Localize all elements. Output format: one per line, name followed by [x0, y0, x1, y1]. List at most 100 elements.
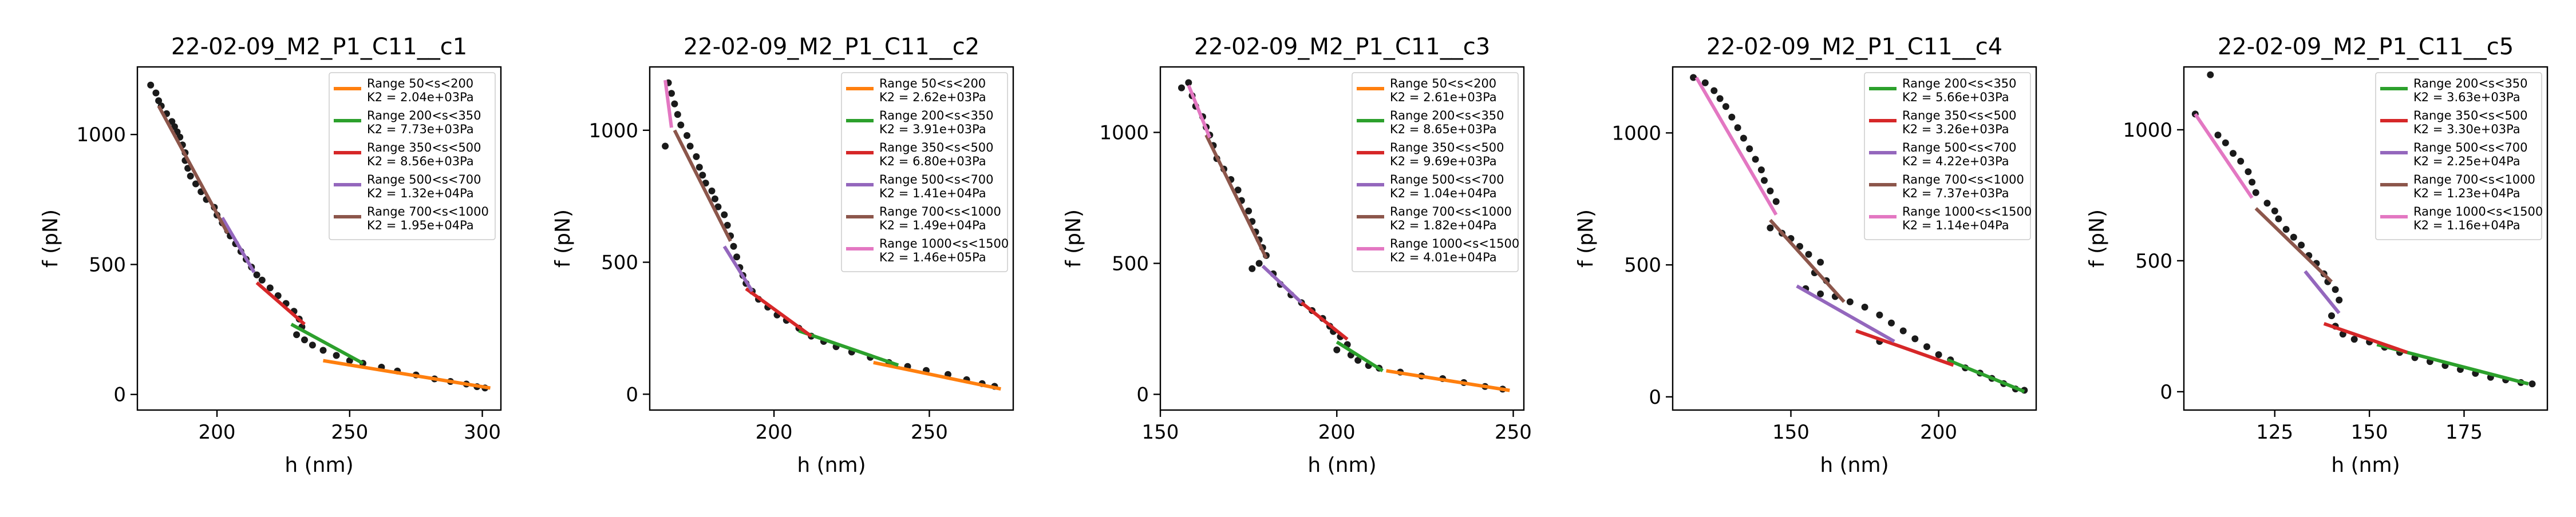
data-point — [714, 203, 722, 210]
x-axis: 150 200 250 — [1142, 410, 1532, 444]
legend-k2: K2 = 1.14e+04Pa — [1902, 218, 2009, 232]
y-tick-label: 500 — [2135, 250, 2172, 273]
data-point — [1876, 311, 1883, 319]
fit-line — [1336, 340, 1384, 372]
y-axis: 0 500 1000 — [76, 124, 137, 407]
legend-box — [329, 72, 496, 240]
fit-line — [1386, 369, 1510, 392]
legend-label: Range 50<s<200 — [879, 77, 986, 90]
legend-label: Range 350<s<500 — [1390, 141, 1504, 154]
data-point — [192, 180, 199, 188]
legend-k2: K2 = 2.62e+03Pa — [879, 90, 986, 104]
data-point — [662, 142, 669, 150]
data-point — [1734, 124, 1741, 132]
axes-frame — [2183, 66, 2549, 411]
x-tick-label: 250 — [911, 421, 948, 444]
legend-label: Range 200<s<350 — [879, 109, 994, 122]
data-point — [155, 97, 163, 105]
fit-line — [1204, 134, 1268, 259]
fit-lines — [157, 105, 491, 390]
data-point — [1796, 242, 1803, 250]
y-tick-label: 1000 — [1099, 122, 1149, 145]
legend-label: Range 350<s<500 — [1902, 109, 2017, 122]
x-tick-label: 200 — [199, 421, 236, 444]
data-point — [2350, 336, 2358, 343]
y-tick-label: 1000 — [1611, 122, 1661, 145]
data-point — [712, 195, 718, 202]
data-point — [1728, 113, 1736, 121]
chart-title: 22-02-09_M2_P1_C11__c2 — [683, 34, 979, 60]
fit-line — [157, 105, 230, 234]
y-tick-label: 0 — [1136, 384, 1149, 407]
y-tick-label: 500 — [1112, 253, 1149, 276]
fit-line — [1187, 84, 1212, 138]
data-point — [2252, 189, 2259, 196]
data-point — [2328, 312, 2335, 320]
legend-box — [1352, 72, 1519, 272]
data-point — [2237, 157, 2245, 165]
data-point — [1354, 357, 1362, 364]
legend-k2: K2 = 3.91e+03Pa — [879, 122, 986, 136]
data-point — [2207, 71, 2214, 78]
legend-label: Range 700<s<1000 — [2413, 173, 2535, 186]
fit-line — [1796, 284, 1895, 343]
data-point — [1690, 74, 1697, 81]
x-axis-label: h (nm) — [2331, 454, 2400, 477]
fit-line — [1694, 76, 1778, 216]
fit-lines — [663, 79, 1001, 391]
legend-label: Range 200<s<350 — [367, 109, 481, 122]
legend-label: Range 1000<s<1500 — [2413, 205, 2543, 218]
axes-frame — [649, 66, 1014, 411]
legend-label: Range 500<s<700 — [879, 173, 994, 186]
legend-label: Range 1000<s<1500 — [1390, 237, 1519, 250]
data-point — [301, 336, 308, 344]
data-point — [724, 221, 731, 229]
data-point — [274, 292, 282, 299]
fit-line — [1300, 301, 1349, 341]
legend-k2: K2 = 9.69e+03Pa — [1390, 154, 1497, 168]
chart-title: 22-02-09_M2_P1_C11__c3 — [1194, 34, 1490, 60]
data-point — [1249, 265, 1256, 272]
legend-k2: K2 = 1.49e+04Pa — [879, 218, 986, 232]
data-point — [2528, 380, 2536, 388]
chart-title: 22-02-09_M2_P1_C11__c5 — [2218, 34, 2514, 60]
y-tick-label: 0 — [2160, 381, 2172, 404]
data-point — [1255, 260, 1263, 267]
y-axis: 0 500 1000 — [1611, 122, 1673, 409]
data-point — [1772, 198, 1780, 205]
legend-k2: K2 = 7.73e+03Pa — [367, 122, 474, 136]
legend-k2: K2 = 1.32e+04Pa — [367, 186, 474, 200]
axes-frame — [1159, 66, 1525, 411]
legend-k2: K2 = 2.25e+04Pa — [2413, 154, 2520, 168]
data-point — [2275, 215, 2282, 222]
data-point — [2290, 233, 2297, 241]
legend-box — [1864, 72, 2031, 240]
data-point — [2214, 132, 2222, 139]
y-tick-label: 1000 — [588, 120, 638, 142]
x-tick-label: 150 — [1772, 421, 1809, 444]
x-tick-label: 250 — [1495, 421, 1532, 444]
y-tick-label: 500 — [89, 253, 126, 276]
data-point — [674, 111, 681, 118]
data-point — [1761, 177, 1768, 184]
data-point — [147, 81, 155, 89]
y-axis-label: f (pN) — [1574, 209, 1598, 268]
data-point — [187, 172, 194, 180]
x-axis-label: h (nm) — [1820, 454, 1888, 477]
legend-k2: K2 = 1.04e+04Pa — [1390, 186, 1497, 200]
y-tick-label: 1000 — [76, 124, 126, 146]
y-tick-label: 0 — [626, 383, 638, 406]
